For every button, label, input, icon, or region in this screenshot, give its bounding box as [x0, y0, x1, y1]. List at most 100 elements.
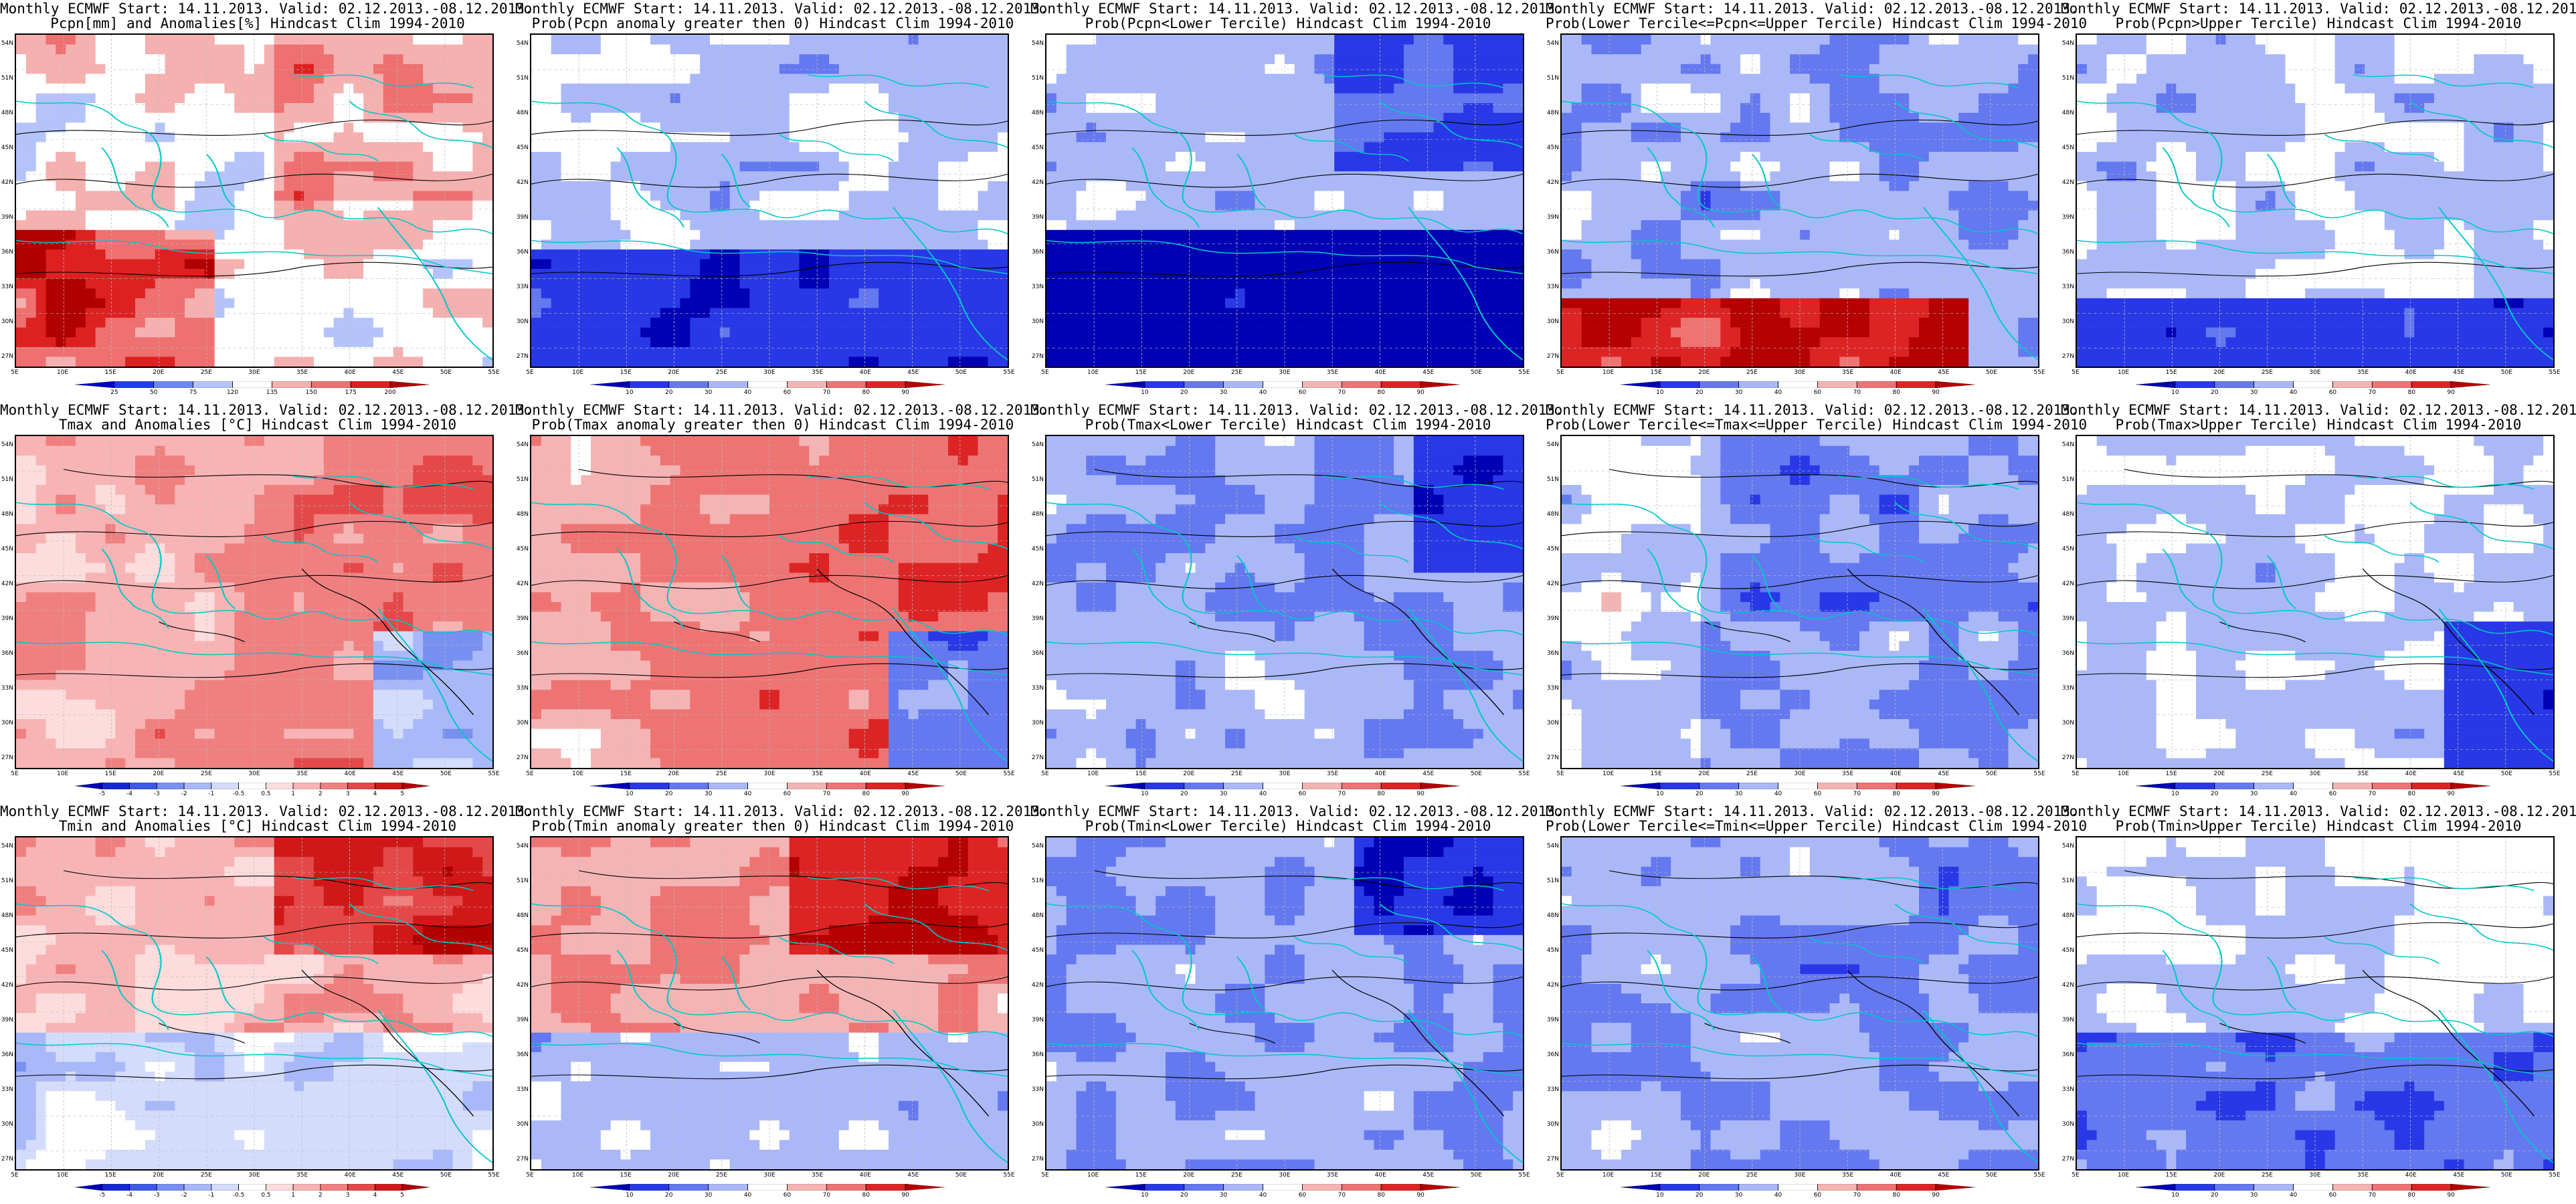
field-cell	[779, 249, 790, 260]
field-cell	[918, 337, 929, 348]
field-cell	[928, 93, 939, 104]
field-cell	[1195, 298, 1206, 308]
field-cell	[640, 191, 651, 201]
lat-label: 48N	[0, 110, 13, 116]
field-cell	[938, 191, 949, 201]
field-cell	[353, 64, 364, 74]
field-cell	[25, 93, 37, 104]
field-cell	[294, 171, 304, 182]
field-cell	[848, 308, 859, 318]
field-cell	[16, 357, 27, 367]
field-cell	[1185, 220, 1196, 231]
field-cell	[541, 229, 552, 240]
field-cell	[433, 152, 444, 162]
field-cell	[1394, 278, 1404, 289]
field-cell	[690, 191, 701, 201]
field-cell	[1483, 35, 1493, 45]
field-cell	[105, 308, 116, 318]
field-cell	[719, 44, 731, 55]
field-cell	[848, 249, 859, 260]
field-cell	[165, 64, 175, 74]
field-cell	[630, 298, 641, 308]
field-cell	[294, 318, 304, 328]
field-cell	[175, 54, 185, 65]
field-cell	[1066, 346, 1077, 357]
field-cell	[1374, 44, 1384, 55]
field-cell	[938, 201, 949, 211]
field-cell	[978, 318, 988, 328]
field-cell	[700, 288, 711, 299]
field-cell	[868, 318, 879, 328]
field-cell	[413, 83, 424, 94]
field-cell	[1225, 249, 1236, 260]
field-cell	[968, 318, 978, 328]
field-cell	[35, 83, 46, 94]
field-cell	[403, 191, 413, 201]
field-cell	[541, 191, 552, 201]
field-cell	[1483, 337, 1493, 348]
field-cell	[1255, 337, 1265, 348]
field-cell	[868, 337, 879, 348]
field-cell	[1334, 142, 1345, 153]
field-cell	[848, 298, 859, 308]
field-cell	[1473, 210, 1484, 221]
field-cell	[1453, 74, 1464, 84]
field-cell	[957, 122, 969, 133]
field-cell	[1066, 308, 1077, 318]
field-cell	[135, 318, 146, 328]
field-cell	[1453, 93, 1464, 104]
field-cell	[1394, 220, 1404, 231]
field-cell	[957, 201, 969, 211]
field-cell	[25, 249, 37, 260]
field-cell	[531, 122, 542, 133]
field-cell	[1503, 161, 1513, 172]
field-cell	[591, 201, 602, 211]
field-cell	[1265, 318, 1275, 328]
field-cell	[719, 122, 731, 133]
field-cell	[1096, 191, 1107, 201]
field-cell	[719, 64, 731, 74]
field-cell	[25, 357, 37, 367]
field-cell	[333, 191, 344, 201]
field-cell	[1493, 239, 1503, 250]
field-cell	[819, 171, 830, 182]
field-cell	[1423, 171, 1434, 182]
field-cell	[254, 64, 265, 74]
field-cell	[1156, 259, 1166, 270]
field-cell	[581, 93, 591, 104]
field-cell	[165, 259, 175, 270]
field-cell	[531, 357, 542, 367]
field-cell	[95, 239, 106, 250]
field-cell	[482, 54, 492, 65]
field-cell	[1334, 278, 1345, 289]
field-cell	[1443, 35, 1454, 45]
field-cell	[591, 181, 602, 191]
field-cell	[234, 132, 245, 142]
field-cell	[1423, 44, 1434, 55]
field-cell	[600, 83, 612, 94]
field-cell	[739, 64, 750, 74]
field-cell	[918, 64, 929, 74]
field-cell	[868, 288, 879, 299]
field-cell	[1294, 152, 1305, 162]
field-cell	[789, 210, 800, 221]
field-cell	[1275, 44, 1285, 55]
field-cell	[879, 220, 889, 231]
field-cell	[1215, 298, 1226, 308]
field-cell	[1275, 269, 1285, 279]
field-cell	[1324, 269, 1335, 279]
field-cell	[650, 259, 661, 270]
field-cell	[135, 357, 146, 367]
field-cell	[759, 298, 770, 308]
field-cell	[204, 191, 215, 201]
field-cell	[1314, 142, 1325, 153]
field-cell	[1483, 112, 1493, 123]
field-cell	[1255, 269, 1265, 279]
field-cell	[433, 308, 444, 318]
field-cell	[1413, 239, 1424, 250]
field-cell	[1086, 35, 1097, 45]
field-cell	[482, 171, 492, 182]
field-cell	[551, 308, 561, 318]
field-cell	[25, 74, 37, 84]
field-cell	[115, 132, 126, 142]
